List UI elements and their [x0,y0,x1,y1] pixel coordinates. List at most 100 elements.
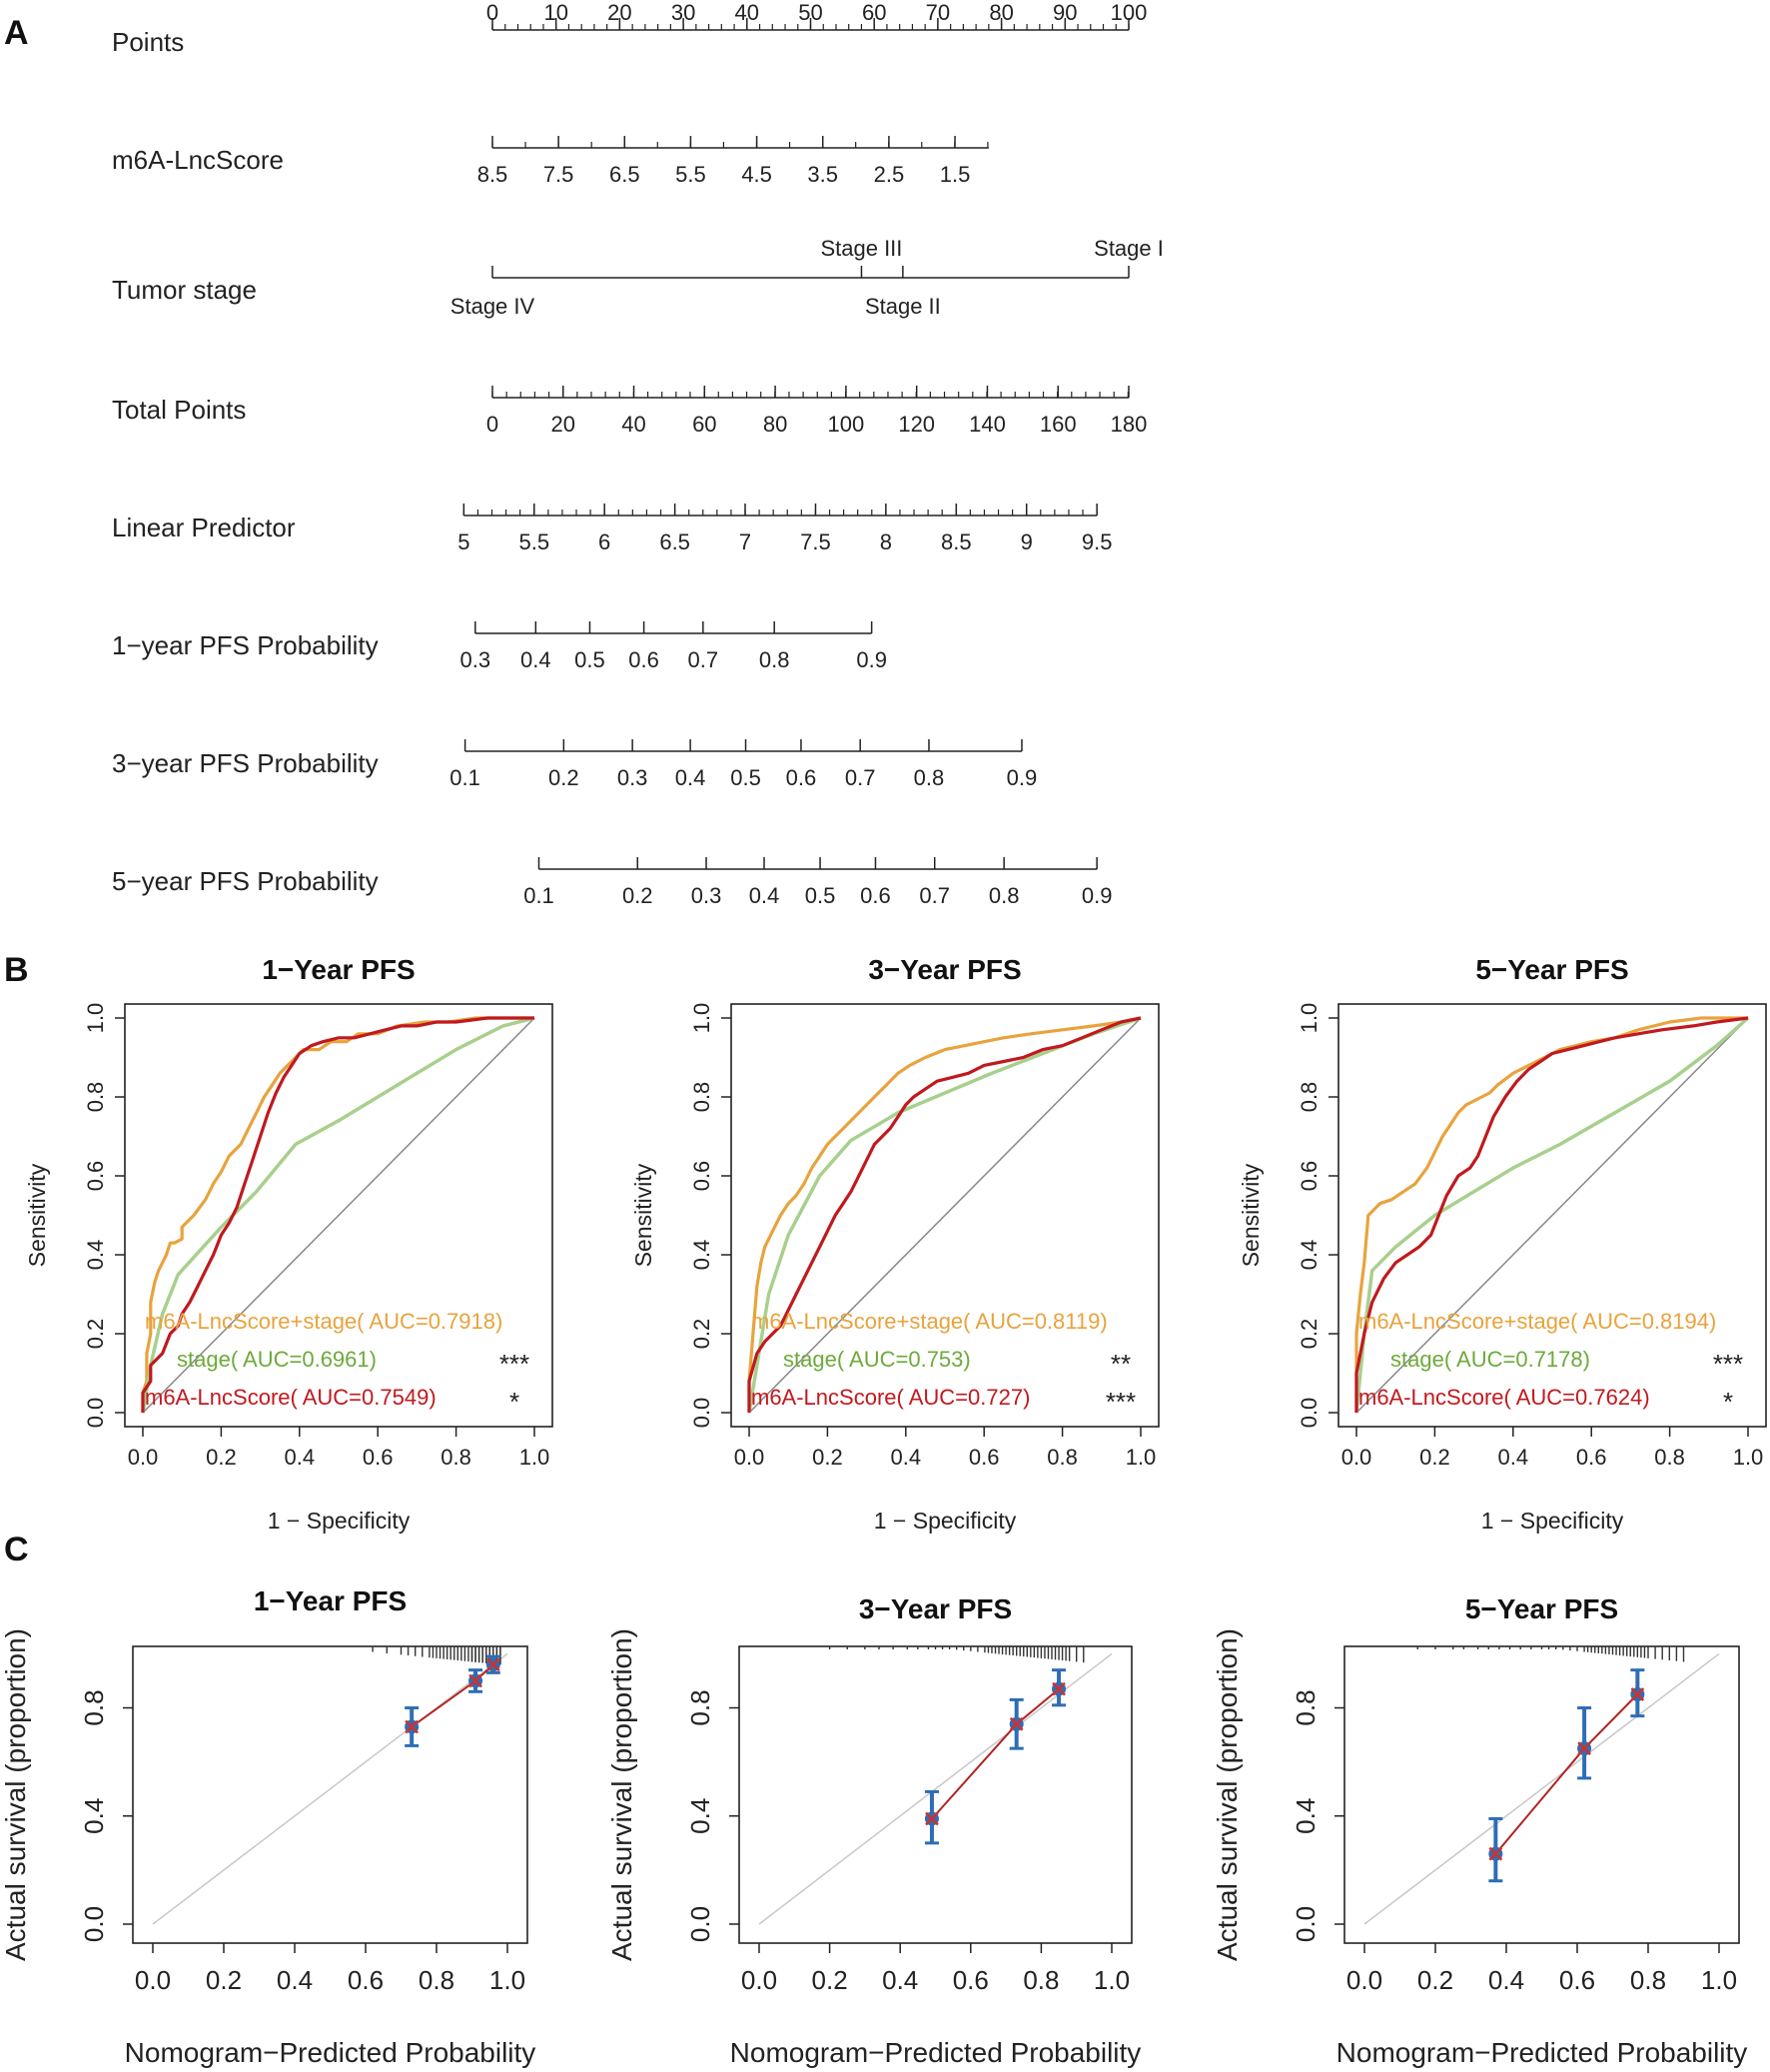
nomogram-tick-label: 0.9 [1082,883,1113,908]
calibration-point-cross [1009,1716,1024,1731]
nomogram-row: Total Points 0 20 40 60 80 100 120 140 160 180 [112,386,1147,437]
nomogram-tick-label: 5.5 [675,162,706,187]
calibration-y-tick-label: 0.4 [685,1798,715,1834]
roc-panels: 1−Year PFS 0.0 0.0 0.2 0.2 0.4 0.4 0.6 0.6 0.8 0.8… [24,954,1767,1534]
calibration-point-cross [1630,1687,1645,1701]
calibration-y-tick-label: 0.8 [685,1689,715,1725]
nomogram-row-label: Linear Predictor [112,513,296,542]
nomogram-tick-label: 0.8 [914,765,945,790]
nomogram-row: Tumor stage Stage IV Stage III Stage II Stag… [112,236,1164,319]
roc-y-tick-label: 0.0 [689,1398,714,1429]
roc-x-tick-label: 0.8 [1047,1445,1078,1470]
roc-legend-entry: m6A-LncScore+stage( AUC=0.8119) [751,1309,1108,1334]
roc-significance-mark: *** [499,1349,529,1379]
roc-significance-mark: *** [1106,1387,1136,1417]
roc-curve-m6a-lncscore-stage [747,1016,1142,1413]
roc-y-tick-label: 1.0 [689,1003,714,1034]
nomogram-tick-label: 0.8 [989,883,1020,908]
nomogram-tick-label: 0.5 [574,647,605,672]
roc-x-tick-label: 0.4 [1498,1445,1529,1470]
calibration-panels: 1−Year PFS 0.0 0.2 0.4 0.6 0.8 1.0 0.0 0.4 0.8 Nom… [0,1585,1747,2068]
nomogram-tick-label: 0.6 [786,765,817,790]
roc-reference-diagonal [748,1017,1142,1414]
calibration-chart: 5−Year PFS 0.0 0.2 0.4 0.6 0.8 1.0 0.0 0.4 0.8 Nom… [1212,1593,1747,2068]
calibration-x-tick-label: 0.8 [1630,1965,1666,1995]
calibration-y-tick-label: 0.4 [1291,1798,1321,1834]
roc-legend-entry: stage( AUC=0.7178) [1390,1347,1590,1372]
roc-legend-entry: stage( AUC=0.753) [783,1347,971,1372]
roc-curve-stage [141,1016,535,1414]
nomogram-tick-label: 2.5 [874,162,905,187]
roc-y-axis-label: Sensitivity [1238,1163,1264,1267]
roc-x-tick-label: 0.0 [1341,1445,1372,1470]
nomogram-tick-label: 6 [598,529,610,554]
calibration-y-tick-label: 0.4 [79,1798,109,1834]
roc-title: 3−Year PFS [868,954,1021,985]
roc-plot-frame [730,1003,1160,1428]
nomogram-tick-label: 140 [969,412,1006,437]
roc-x-tick-label: 0.6 [969,1445,1000,1470]
nomogram-tick-label: 160 [1040,412,1077,437]
nomogram-tick-label: 0.5 [730,765,761,790]
nomogram-tick-label: 40 [735,0,759,25]
calibration-x-tick-label: 0.0 [741,1965,777,1995]
roc-significance-mark: ** [1111,1349,1131,1379]
nomogram-tick-label: 5.5 [518,529,549,554]
roc-curve-m6a-lncscore [141,1016,534,1413]
nomogram-tick-label: 0.5 [805,883,836,908]
roc-x-tick-label: 0.6 [1576,1445,1607,1470]
nomogram-tick-label: 30 [671,0,695,25]
roc-y-axis-label: Sensitivity [24,1163,50,1267]
nomogram-row-label: 1−year PFS Probability [112,630,379,660]
calibration-x-tick-label: 1.0 [1094,1965,1130,1995]
nomogram-row-label: 5−year PFS Probability [112,866,379,896]
calibration-x-tick-label: 0.8 [419,1965,454,1995]
nomogram-row-label: Total Points [112,395,246,425]
roc-x-tick-label: 0.4 [891,1445,922,1470]
roc-curve-m6a-lncscore [1354,1016,1749,1413]
calibration-point-cross [1488,1846,1503,1861]
roc-x-tick-label: 0.8 [441,1445,471,1470]
nomogram-tick-label: 0 [486,0,498,25]
roc-y-tick-label: 0.6 [83,1161,108,1192]
roc-y-axis-label: Sensitivity [630,1163,656,1267]
nomogram-tick-label: 7 [739,529,751,554]
roc-y-tick-label: 0.4 [689,1240,714,1271]
nomogram-tick-label: 0.3 [691,883,722,908]
roc-curve-stage [747,1016,1142,1414]
roc-plot-frame [1337,1003,1767,1428]
calibration-y-axis-label: Actual survival (proportion) [606,1628,637,1961]
calibration-x-tick-label: 0.4 [277,1965,313,1995]
nomogram-tick-label: 0.4 [520,647,551,672]
nomogram-tick-label: 8 [880,529,892,554]
calibration-y-tick-label: 0.0 [685,1906,715,1942]
roc-y-tick-label: 0.8 [1297,1082,1322,1113]
roc-reference-diagonal [142,1017,535,1414]
nomogram-tick-label: 0.7 [845,765,876,790]
nomogram-row-label: Points [112,27,184,57]
calibration-chart: 3−Year PFS 0.0 0.2 0.4 0.6 0.8 1.0 0.0 0.4 0.8 Nom… [606,1593,1141,2068]
nomogram-tick-label: 0.6 [860,883,891,908]
roc-x-tick-label: 0.2 [206,1445,237,1470]
nomogram-tick-label: 0.9 [1007,765,1038,790]
nomogram-tick-label: 0.2 [622,883,653,908]
calibration-x-tick-label: 0.6 [953,1965,989,1995]
calibration-x-tick-label: 0.4 [1488,1965,1524,1995]
nomogram-tick-label: 60 [692,412,716,437]
nomogram-row-label: Tumor stage [112,275,257,305]
calibration-x-tick-label: 0.6 [1559,1965,1595,1995]
roc-legend-entry: m6A-LncScore+stage( AUC=0.7918) [145,1309,502,1334]
panel-label-a: A [4,14,29,52]
calibration-x-tick-label: 1.0 [1701,1965,1737,1995]
roc-y-tick-label: 0.4 [1297,1240,1322,1271]
nomogram-tick-label: 0.2 [548,765,579,790]
nomogram-tick-label: 10 [543,0,567,25]
nomogram-tick-label: 20 [551,412,575,437]
calibration-title: 5−Year PFS [1465,1593,1618,1624]
calibration-x-tick-label: 0.4 [882,1965,918,1995]
nomogram-tick-label: 6.5 [609,162,640,187]
calibration-x-tick-label: 0.2 [206,1965,242,1995]
roc-chart: 5−Year PFS 0.0 0.0 0.2 0.2 0.4 0.4 0.6 0.6 0.8 0.8… [1238,954,1767,1534]
roc-x-tick-label: 1.0 [1126,1445,1157,1470]
